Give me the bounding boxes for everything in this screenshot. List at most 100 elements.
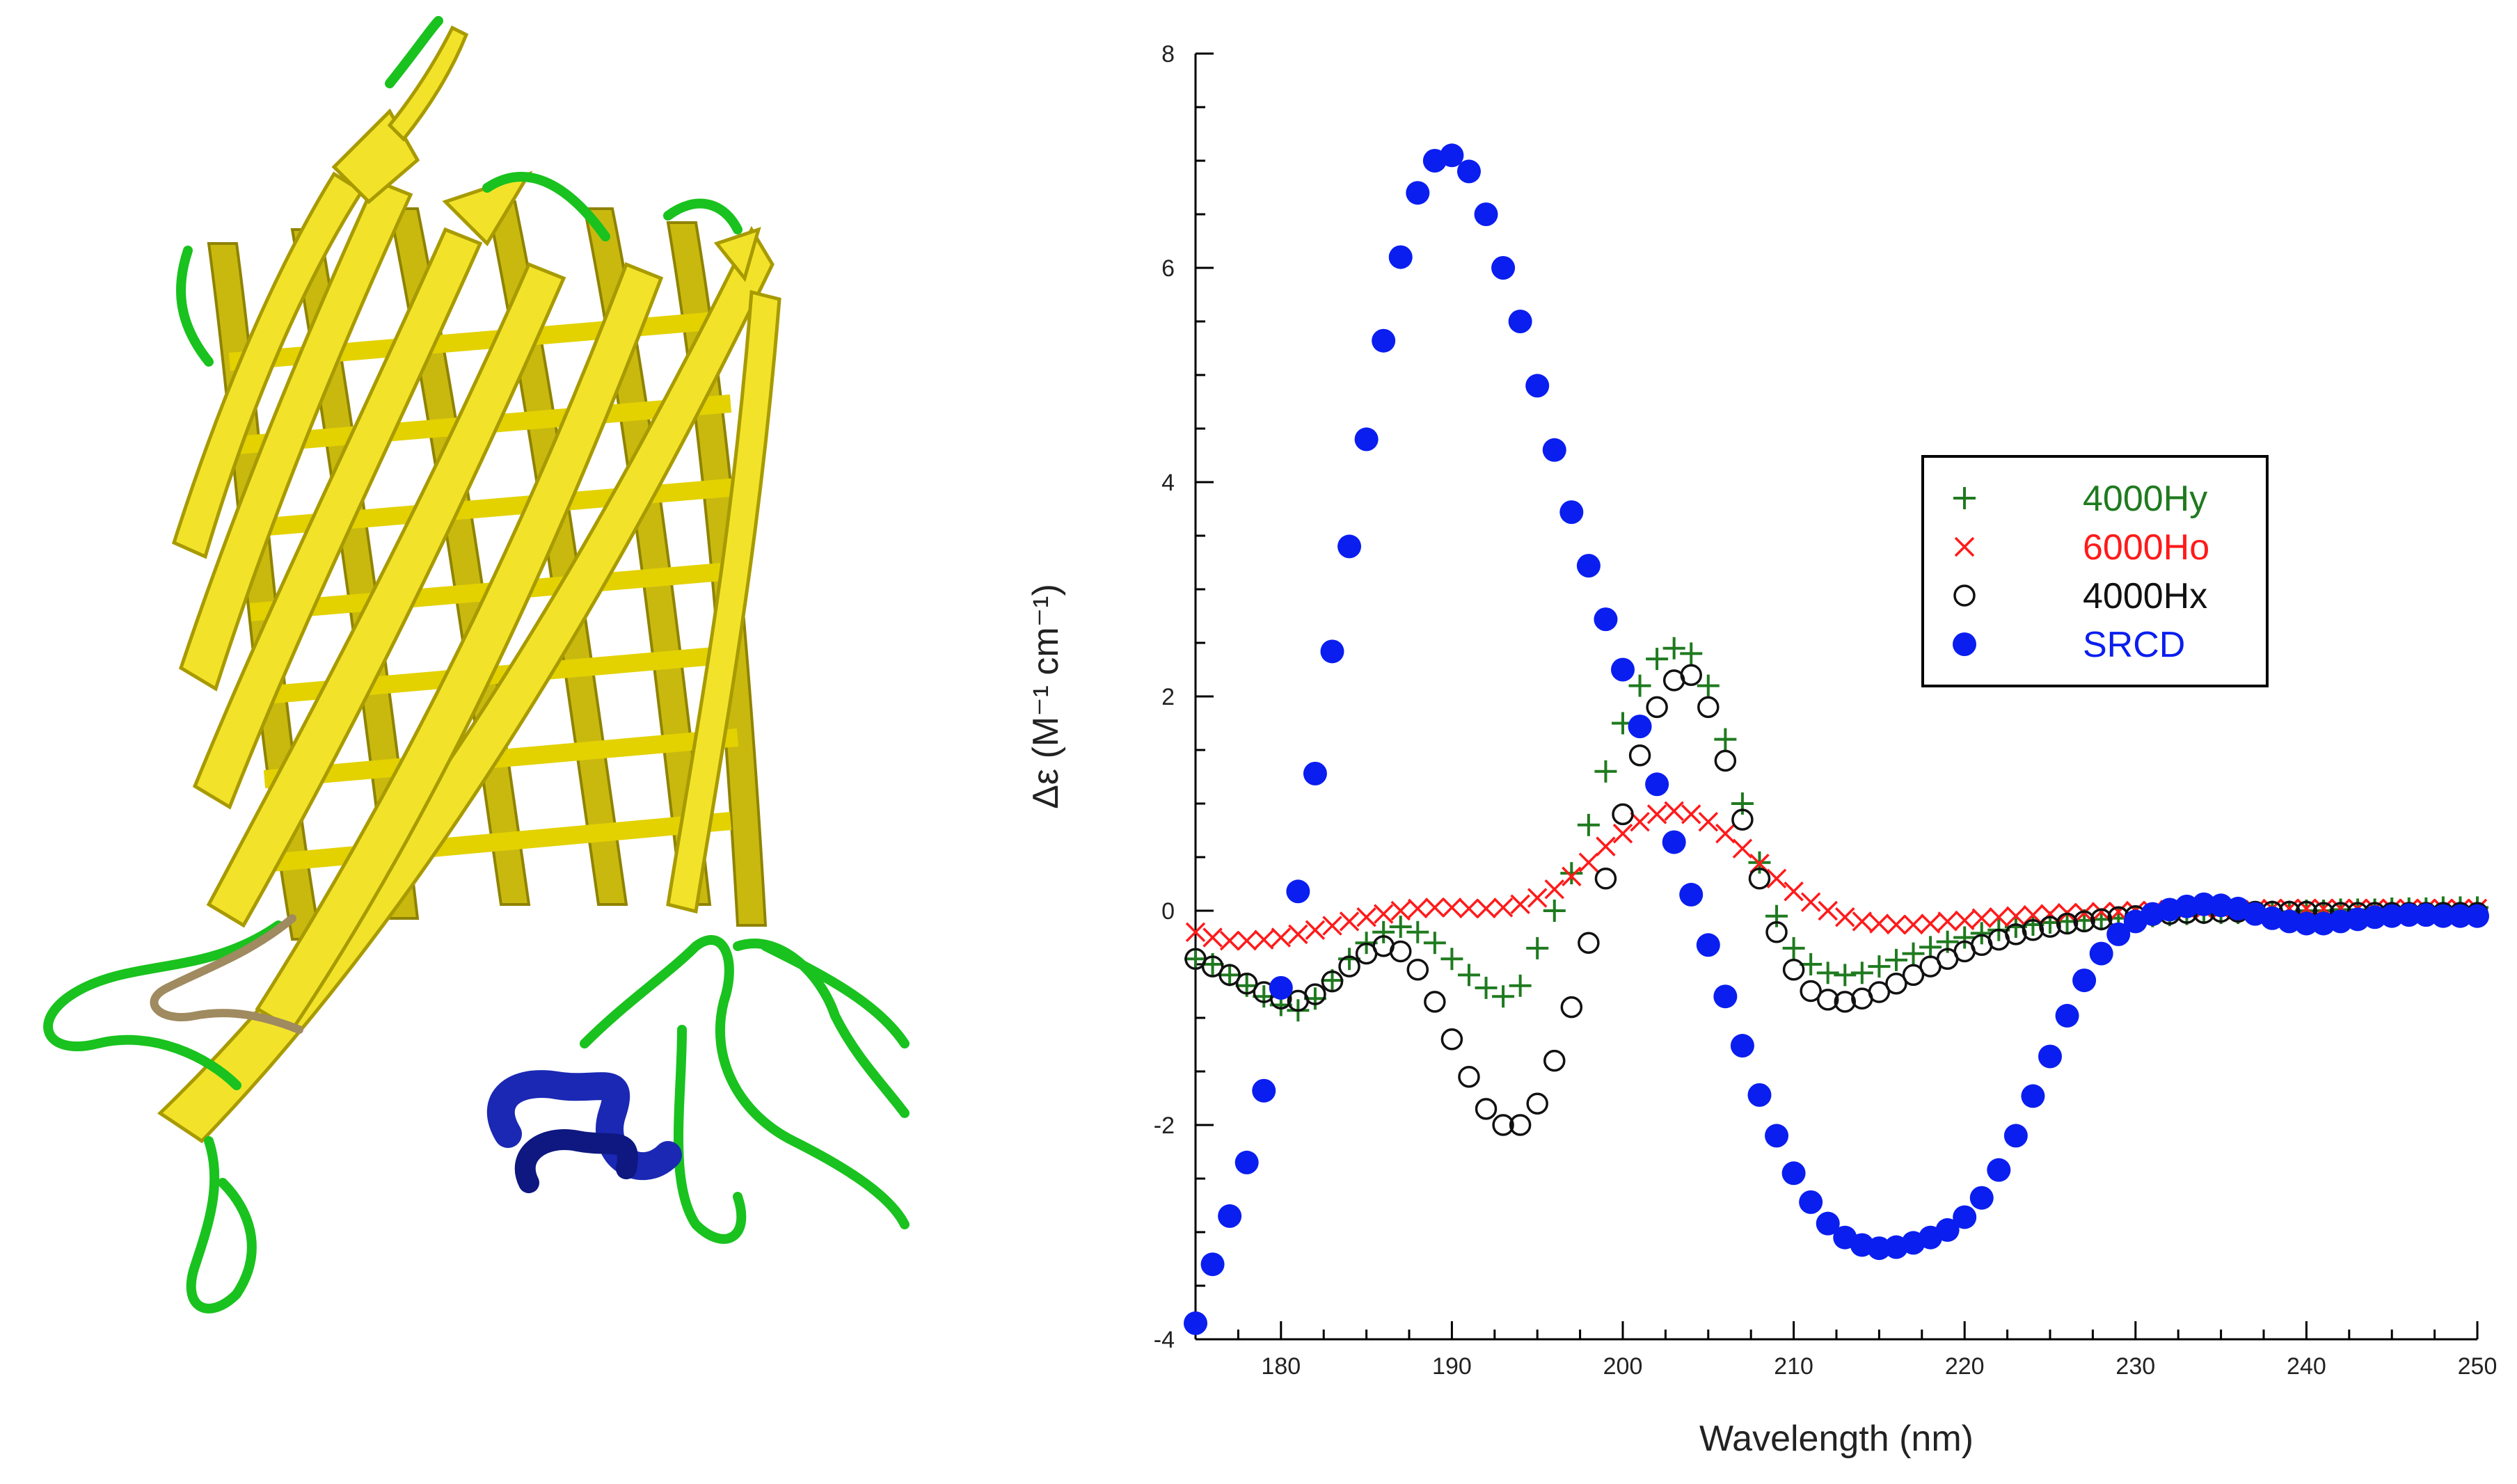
data-point xyxy=(1781,1161,1806,1186)
data-point xyxy=(2055,1003,2079,1028)
data-point xyxy=(2091,902,2111,922)
data-point xyxy=(1902,964,1925,987)
data-point xyxy=(1731,792,1754,815)
data-point xyxy=(1919,936,1942,959)
data-point xyxy=(1457,964,1480,987)
x-tick-label: 220 xyxy=(1945,1353,1985,1380)
data-point xyxy=(1784,881,1804,902)
data-point xyxy=(1935,1218,1960,1242)
chart-points xyxy=(1184,143,2489,1335)
x-tick-label: 230 xyxy=(2115,1353,2155,1380)
data-point xyxy=(1475,976,1498,999)
data-point xyxy=(1406,958,1429,981)
data-point xyxy=(1747,1083,1772,1107)
x-tick-label: 250 xyxy=(2458,1353,2498,1380)
legend-marker xyxy=(1953,632,1976,656)
strand-arrows xyxy=(442,170,761,282)
data-point xyxy=(2022,918,2044,941)
data-point xyxy=(1596,836,1616,856)
data-point xyxy=(1372,920,1395,943)
data-point xyxy=(1339,911,1360,932)
data-point xyxy=(1818,900,1838,921)
x-tick-label: 200 xyxy=(1603,1353,1643,1380)
data-point xyxy=(1578,932,1600,954)
data-point xyxy=(2448,904,2472,928)
data-point xyxy=(1954,910,1975,931)
data-point xyxy=(2466,904,2489,928)
data-point xyxy=(1628,715,1652,739)
legend-label: 4000Hx xyxy=(2083,576,2207,616)
data-point xyxy=(2380,904,2404,928)
data-point xyxy=(1476,898,1496,919)
data-point xyxy=(1269,975,1293,1000)
data-point xyxy=(2397,903,2421,927)
data-point xyxy=(1732,838,1753,859)
data-point xyxy=(1456,159,1481,184)
data-point xyxy=(1868,981,1891,1003)
data-point xyxy=(1903,914,1923,935)
y-tick-label: -4 xyxy=(1154,1327,1175,1353)
data-point xyxy=(1475,1098,1498,1120)
data-point xyxy=(2414,903,2438,927)
data-point xyxy=(1200,1252,1225,1277)
data-point xyxy=(1202,927,1223,948)
data-point xyxy=(1730,1034,1754,1058)
data-point xyxy=(1562,866,1582,886)
data-point xyxy=(2003,1124,2028,1148)
data-point xyxy=(1388,245,1413,269)
data-point xyxy=(1508,310,1532,333)
data-point xyxy=(2039,916,2061,938)
data-point xyxy=(1765,921,1788,943)
data-point xyxy=(1390,900,1411,921)
data-point xyxy=(2021,1084,2045,1108)
data-point xyxy=(1288,924,1308,945)
data-point xyxy=(1850,962,1873,984)
y-tick-label: 2 xyxy=(1161,684,1175,710)
x-axis-label: Wavelength (nm) xyxy=(1699,1419,1974,1459)
x-tick-label: 210 xyxy=(1774,1353,1813,1380)
data-point xyxy=(1816,989,1839,1011)
series-SRCD xyxy=(1184,143,2489,1335)
y-axis-label: Δε (M⁻¹ cm⁻¹) xyxy=(1026,584,1066,809)
data-point xyxy=(1594,607,1618,632)
data-point xyxy=(1611,657,1635,682)
y-tick-label: 6 xyxy=(1161,255,1175,282)
data-point xyxy=(1816,1211,1840,1236)
helix xyxy=(486,1070,682,1193)
data-point xyxy=(1646,648,1669,671)
legend-box xyxy=(1921,455,2269,687)
data-point xyxy=(1886,914,1907,935)
data-point xyxy=(1989,907,2009,927)
data-point xyxy=(1731,808,1754,831)
front-strands xyxy=(157,25,781,1144)
data-point xyxy=(1664,801,1684,822)
data-point xyxy=(2294,911,2319,936)
data-point xyxy=(1612,823,1633,844)
y-tick-label: 8 xyxy=(1161,41,1175,67)
data-point xyxy=(1184,1311,1207,1335)
data-point xyxy=(1440,143,1464,168)
data-point xyxy=(2089,941,2113,966)
data-point xyxy=(1373,904,1394,924)
data-point xyxy=(1698,811,1719,832)
data-point xyxy=(1680,664,1702,686)
data-point xyxy=(1835,907,1855,927)
data-point xyxy=(1424,991,1446,1013)
data-point xyxy=(1937,911,1958,932)
data-point xyxy=(1440,948,1463,971)
data-point xyxy=(1237,930,1257,951)
data-point xyxy=(1408,898,1428,919)
data-point xyxy=(1459,898,1479,919)
x-tick-label: 190 xyxy=(1432,1353,1472,1380)
legend-label: SRCD xyxy=(2083,625,2185,665)
data-point xyxy=(1372,328,1396,353)
data-point xyxy=(1389,940,1412,963)
data-point xyxy=(1953,1205,1977,1229)
data-point xyxy=(1714,749,1737,772)
data-point xyxy=(1680,642,1703,665)
legend: 4000Hy 6000Ho 4000Hx SRCD xyxy=(1921,455,2269,687)
data-point xyxy=(2038,1044,2062,1069)
data-point xyxy=(1218,1204,1242,1228)
data-point xyxy=(1458,1065,1480,1088)
y-tick-label: -2 xyxy=(1154,1112,1175,1139)
